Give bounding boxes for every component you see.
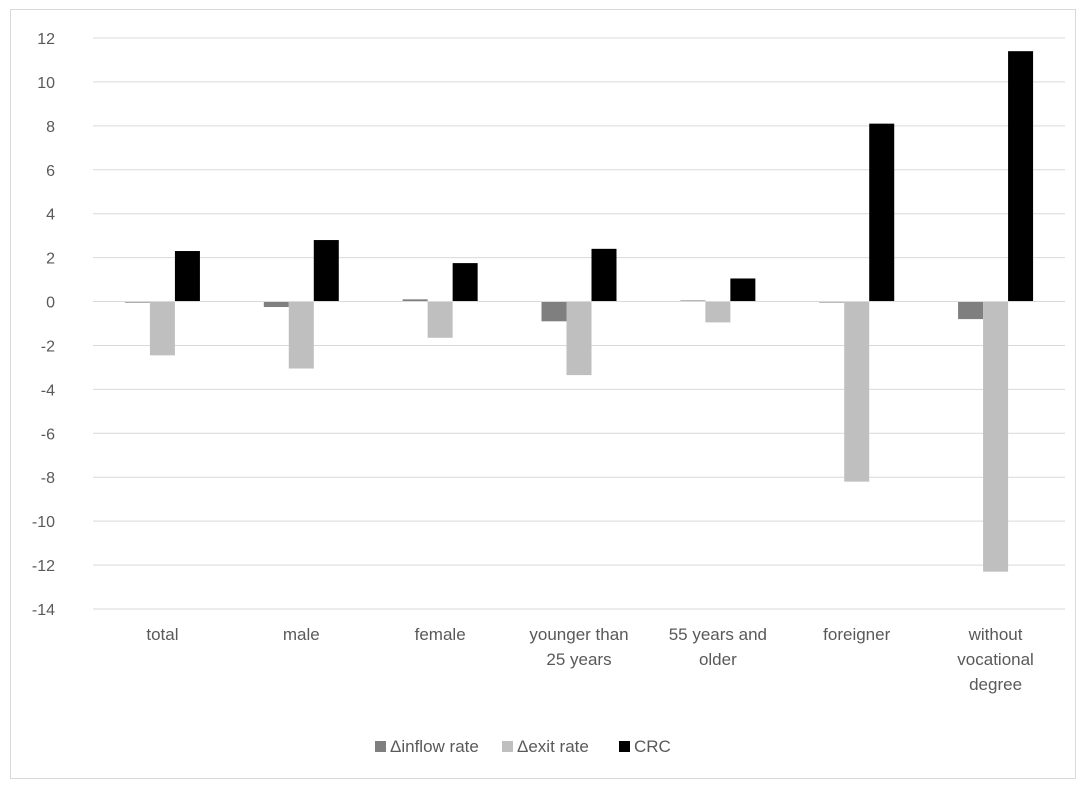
bar [844,301,870,482]
y-tick-label: -2 [41,338,55,355]
y-tick-label: -12 [32,558,55,575]
bar [149,301,175,356]
y-axis-tick-labels: 12 10 8 6 4 2 0 -2 -4 -6 -8 -10 -12 -14 [32,31,55,619]
y-tick-label: 4 [46,207,55,224]
bar [541,301,567,322]
bar [124,301,150,303]
category-label: foreigner [823,625,890,644]
legend-label: CRC [634,737,671,756]
legend-item: Δinflow rate [375,737,479,756]
bar [730,278,756,302]
bars [124,51,1034,572]
category-label: without vocational degree [957,625,1034,694]
bar [1008,51,1034,302]
bar [402,299,428,302]
y-tick-label: -10 [32,514,55,531]
category-label: 55 years and older [669,625,767,669]
bar [680,300,706,302]
category-label: younger than 25 years [529,625,628,669]
gridlines [93,37,1065,610]
category-label: total [146,625,178,644]
legend-swatch [375,741,386,752]
legend: Δinflow rate Δexit rate CRC [375,737,671,756]
legend-swatch [502,741,513,752]
category-label: female [415,625,466,644]
legend-label: Δinflow rate [390,737,479,756]
bar [705,301,731,323]
bar [591,248,617,302]
bar [566,301,592,376]
category-labels: total male female younger than 25 years 55 ye… [146,625,1033,694]
chart-frame [10,9,1076,779]
y-tick-label: -6 [41,426,55,443]
y-tick-label: -4 [41,382,55,399]
y-tick-label: 2 [46,251,55,268]
y-tick-label: 10 [37,75,55,92]
legend-swatch [619,741,630,752]
y-tick-label: 8 [46,119,55,136]
y-tick-label: 0 [46,295,55,312]
bar [452,263,478,302]
bar [263,301,289,308]
bar [288,301,314,369]
bar [174,251,200,302]
category-label: male [283,625,320,644]
bar [983,301,1009,572]
legend-label: Δexit rate [517,737,589,756]
y-tick-label: -14 [32,602,55,619]
bar [427,301,453,338]
y-tick-label: 6 [46,163,55,180]
legend-item: CRC [619,737,671,756]
y-tick-label: -8 [41,470,55,487]
bar [869,123,895,302]
bar [958,301,984,320]
legend-item: Δexit rate [502,737,589,756]
bar [313,240,339,302]
y-tick-label: 12 [37,31,55,48]
